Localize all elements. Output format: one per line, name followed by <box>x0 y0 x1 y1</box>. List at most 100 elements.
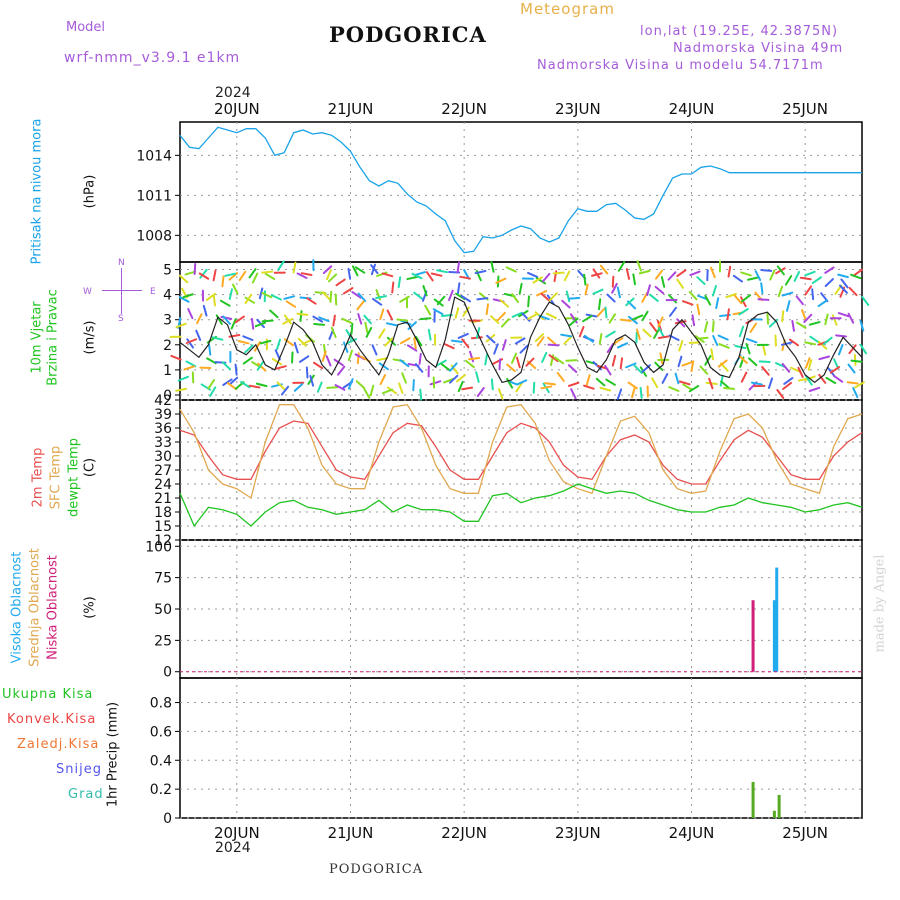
wind-arrow <box>616 286 621 299</box>
wind-arrow <box>757 298 770 301</box>
wind-arrow <box>611 282 618 294</box>
wind-arrow <box>688 291 698 301</box>
wind-arrow <box>740 271 752 277</box>
wind-arrow <box>711 285 717 297</box>
wind-arrow <box>329 290 333 303</box>
wind-arrow <box>449 362 458 372</box>
meteogram-label: Meteogram <box>520 0 615 18</box>
wind-arrow <box>540 385 553 390</box>
wind-arrow <box>254 321 267 328</box>
wind-arrow <box>335 278 346 287</box>
wind-arrow <box>248 384 261 389</box>
wind-arrow <box>565 359 578 362</box>
wind-arrow <box>276 381 286 391</box>
wind-arrow <box>818 355 831 361</box>
wind-arrow <box>206 357 217 365</box>
temperature-ytick-label: 42 <box>154 393 172 409</box>
wind-arrow <box>777 285 784 298</box>
model-elevation-label: Nadmorska Visina u modelu 54.7171m <box>537 58 824 73</box>
wind-arrow <box>357 313 363 325</box>
series-line-10m-vjetar-brzina <box>179 296 863 384</box>
wind-arrow <box>760 269 773 272</box>
wind-arrow <box>786 300 791 312</box>
wind-arrow <box>334 384 346 391</box>
footer-station: PODGORICA <box>329 862 424 877</box>
wind-arrow <box>396 318 409 322</box>
wind-arrow <box>490 378 494 391</box>
wind-arrow <box>598 298 602 311</box>
wind-arrow <box>501 339 507 351</box>
wind-arrow <box>261 319 274 323</box>
wind-arrow <box>211 336 224 341</box>
wind-arrow <box>646 284 651 296</box>
wind-arrow <box>326 269 332 281</box>
wind-arrow <box>269 309 279 319</box>
wind-arrow <box>734 344 747 350</box>
wind-arrow <box>710 348 714 361</box>
wind-arrow <box>430 272 443 277</box>
wind-arrow <box>178 274 189 284</box>
wind-arrow <box>657 316 664 328</box>
wind-arrow <box>297 337 307 347</box>
wind-arrow <box>835 334 848 338</box>
wind-arrow <box>718 343 730 349</box>
wind-arrow <box>187 308 194 320</box>
wind-arrow <box>285 300 297 308</box>
wind-arrow <box>552 271 565 275</box>
wind-arrow <box>277 260 285 272</box>
cloud-ytick-label: 75 <box>154 571 172 587</box>
wind-arrow <box>636 328 641 341</box>
wind-arrow <box>766 312 770 325</box>
wind-arrow <box>499 299 510 308</box>
wind-arrow <box>519 344 529 354</box>
wind-arrow <box>457 332 469 339</box>
wind-arrow <box>852 387 859 399</box>
wind-arrow <box>824 313 829 326</box>
wind-arrow <box>347 378 354 390</box>
wind-arrow <box>411 272 423 280</box>
wind-arrow <box>516 356 521 369</box>
wind-arrow <box>413 291 424 300</box>
wind-arrow <box>797 366 804 378</box>
wind-arrow <box>195 329 202 341</box>
wind-arrow <box>398 382 404 394</box>
wind-arrow <box>616 388 623 400</box>
wind-arrow <box>511 293 519 304</box>
panel-frame-temperature <box>179 399 863 541</box>
wind-arrow <box>418 352 422 365</box>
wind-arrow <box>541 272 551 283</box>
wind-arrow <box>769 269 776 281</box>
wind-arrow <box>733 294 743 305</box>
temperature-ytick-label: 27 <box>154 463 172 479</box>
wind-arrow <box>804 270 816 277</box>
wind-arrow <box>280 385 290 396</box>
wind-arrow <box>228 376 239 386</box>
wind-arrow <box>226 382 238 391</box>
wind-arrow <box>185 338 198 344</box>
wind-arrow <box>271 357 283 366</box>
wind-arrow <box>560 333 573 338</box>
cloud-ytick-label: 100 <box>145 539 172 555</box>
wind-arrow <box>316 381 323 393</box>
wind-arrow <box>476 297 489 301</box>
wind-arrow <box>386 336 396 346</box>
wind-arrow <box>585 374 591 386</box>
wind-arrow <box>275 365 287 370</box>
wind-arrow <box>567 381 580 387</box>
bar-visoka-oblacnost <box>775 567 779 672</box>
temperature-ytick-label: 33 <box>154 435 172 451</box>
wind-arrow <box>251 272 259 284</box>
wind-ytick-label: 1 <box>163 363 172 379</box>
wind-arrow <box>804 341 816 346</box>
precip-ytick-label: 0.6 <box>150 724 172 740</box>
wind-arrow <box>178 296 190 303</box>
wind-arrow <box>808 386 821 392</box>
wind-arrow <box>803 313 813 323</box>
wind-arrow <box>704 294 712 306</box>
wind-arrow <box>641 364 651 373</box>
wind-arrow <box>476 387 485 397</box>
wind-arrow <box>401 372 407 384</box>
wind-arrow <box>221 275 225 288</box>
wind-arrow <box>440 362 451 372</box>
wind-arrow <box>818 373 827 384</box>
